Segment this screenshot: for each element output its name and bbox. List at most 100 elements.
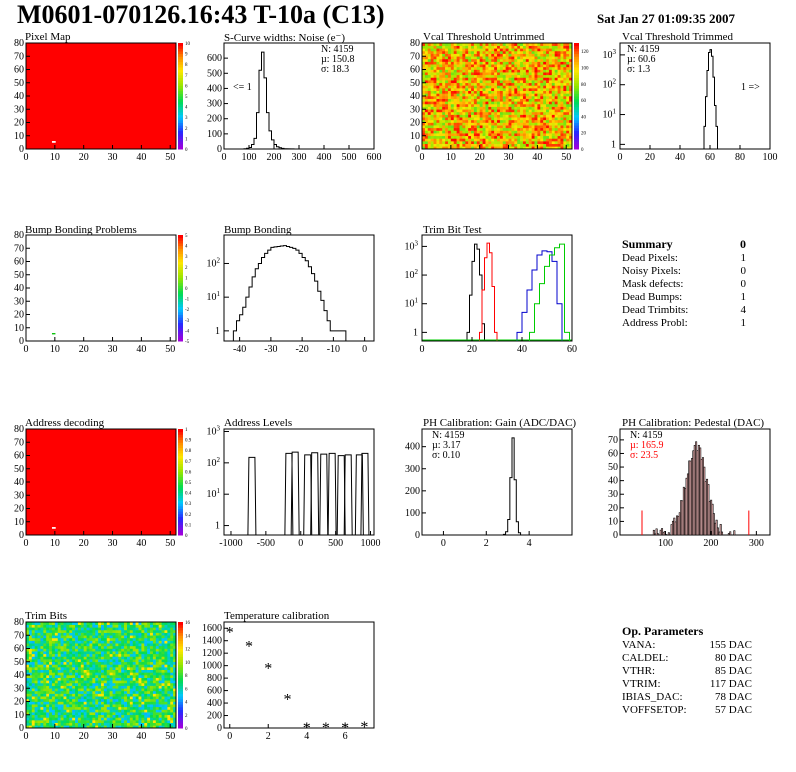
heatmap-cell: [57, 693, 61, 697]
heatmap-cell: [522, 143, 527, 147]
heatmap-cell: [482, 90, 486, 94]
heatmap-cell: [141, 651, 145, 655]
heatmap-cell: [569, 43, 573, 46]
heatmap-cell: [508, 43, 512, 46]
heatmap-cell: [459, 80, 463, 84]
heatmap-cell: [150, 709, 154, 713]
heatmap-cell: [468, 43, 472, 46]
heatmap-cell: [115, 672, 119, 676]
heatmap-cell: [144, 624, 148, 628]
heatmap-cell: [540, 111, 544, 115]
heatmap-cell: [520, 80, 524, 84]
colorbar-cell: [178, 722, 183, 726]
colorbar-cell: [178, 245, 183, 249]
colorbar-cell: [178, 122, 183, 126]
heatmap-cell: [508, 111, 512, 115]
y-tick-label: 103: [405, 239, 419, 252]
heatmap-cell: [49, 637, 53, 641]
heatmap-cell: [551, 111, 555, 115]
heatmap-cell: [158, 675, 162, 678]
heatmap-cell: [482, 43, 486, 46]
heatmap-cell: [424, 133, 429, 137]
heatmap-cell: [502, 74, 506, 78]
heatmap-cell: [155, 637, 159, 641]
heatmap-cell: [491, 43, 495, 46]
heatmap-cell: [497, 56, 501, 60]
heatmap-cell: [520, 85, 524, 89]
z-tick-label: -5: [185, 340, 190, 345]
heatmap-cell: [40, 717, 44, 721]
heatmap-cell: [557, 43, 561, 46]
heatmap-cell: [161, 696, 165, 700]
heatmap-cell: [497, 53, 501, 57]
heatmap-cell: [167, 720, 171, 723]
heatmap-cell: [476, 127, 480, 131]
heatmap-cell: [459, 82, 463, 86]
heatmap-cell: [453, 82, 457, 86]
heatmap-cell: [80, 643, 84, 647]
heatmap-cell: [548, 117, 553, 121]
heatmap-cell: [505, 141, 509, 144]
heatmap-cell: [520, 69, 524, 73]
heatmap-cell: [531, 58, 535, 62]
heatmap-cell: [476, 133, 480, 137]
heatmap-cell: [563, 96, 567, 99]
heatmap-cell: [528, 45, 532, 49]
heatmap-cell: [126, 706, 131, 710]
heatmap-cell: [40, 653, 44, 657]
op-param-value: 155 DAC: [709, 639, 752, 651]
heatmap-cell: [80, 645, 84, 649]
heatmap-cell: [517, 88, 521, 91]
heatmap-cell: [462, 43, 466, 46]
heatmap-cell: [147, 648, 151, 652]
heatmap-cell: [173, 709, 177, 713]
heatmap-cell: [147, 632, 151, 636]
heatmap-cell: [49, 653, 53, 657]
heatmap-cell: [473, 125, 478, 129]
heatmap-cell: [422, 50, 426, 54]
heatmap-cell: [150, 725, 154, 729]
colorbar-cell: [178, 500, 183, 504]
heatmap-cell: [98, 669, 102, 673]
heatmap-cell: [447, 48, 452, 52]
heatmap-cell: [473, 66, 478, 70]
heatmap-cell: [49, 682, 53, 686]
heatmap-cell: [566, 64, 570, 68]
heatmap-cell: [75, 706, 79, 710]
heatmap-cell: [46, 629, 50, 633]
heatmap-cell: [83, 709, 87, 713]
heatmap-cell: [514, 72, 518, 76]
heatmap-cell: [430, 98, 434, 102]
heatmap-cell: [447, 146, 452, 150]
heatmap-cell: [569, 56, 573, 60]
heatmap-cell: [491, 117, 495, 121]
colorbar-cell: [178, 429, 183, 433]
heatmap-cell: [494, 146, 498, 150]
x-tick-label: 60: [567, 344, 577, 352]
heatmap-cell: [450, 56, 455, 60]
heatmap-cell: [164, 664, 168, 668]
heatmap-cell: [450, 111, 455, 115]
heatmap-cell: [98, 706, 102, 710]
heatmap-cell: [129, 645, 134, 649]
heatmap-cell: [31, 693, 35, 697]
heatmap-cell: [569, 69, 573, 73]
heatmap-cell: [479, 101, 483, 105]
heatmap-cell: [51, 664, 56, 668]
heatmap-cell: [543, 117, 547, 121]
heatmap-cell: [560, 50, 564, 54]
defect-pixel: [51, 141, 56, 143]
heatmap-cell: [129, 693, 134, 697]
histogram: [232, 245, 347, 341]
heatmap-cell: [75, 701, 79, 705]
colorbar-cell: [178, 511, 183, 515]
heatmap-cell: [135, 690, 139, 694]
heatmap-cell: [144, 698, 148, 702]
heatmap-cell: [548, 90, 553, 94]
heatmap-cell: [101, 661, 105, 665]
heatmap-cell: [540, 50, 544, 54]
heatmap-cell: [569, 106, 573, 110]
heatmap-cell: [31, 629, 35, 633]
